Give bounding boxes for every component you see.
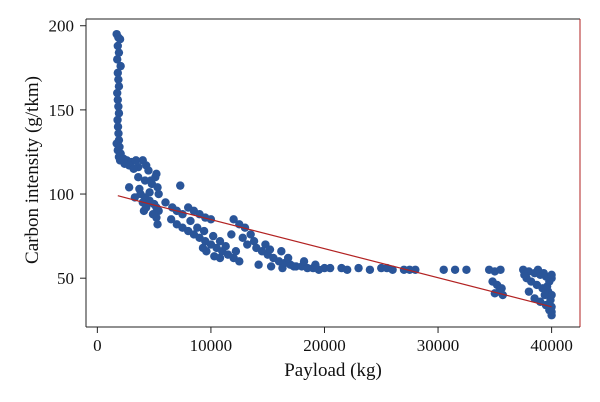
trend-line — [117, 195, 552, 308]
data-points — [112, 29, 556, 320]
data-point — [115, 34, 125, 44]
data-point — [235, 257, 244, 266]
y-tick-label: 200 — [49, 17, 75, 36]
data-point — [186, 216, 195, 226]
y-tick-label: 50 — [57, 269, 74, 288]
data-point — [131, 156, 141, 165]
data-point — [161, 198, 170, 207]
data-point — [342, 265, 352, 274]
data-point — [496, 265, 505, 274]
data-point — [208, 231, 218, 241]
data-point — [113, 115, 122, 125]
data-point — [115, 156, 125, 165]
data-point — [231, 247, 241, 256]
data-point — [113, 55, 122, 64]
data-point — [354, 263, 363, 273]
plot-area — [85, 18, 581, 328]
data-point — [141, 203, 151, 212]
data-point — [113, 41, 122, 51]
data-point — [113, 68, 122, 78]
data-point — [299, 257, 309, 266]
data-point — [249, 236, 259, 246]
data-point — [547, 311, 556, 320]
x-tick-label: 10000 — [190, 336, 233, 355]
y-tick-label: 100 — [49, 185, 75, 204]
data-point — [289, 262, 299, 271]
data-point — [144, 166, 153, 175]
x-tick-label: 30000 — [417, 336, 460, 355]
data-point — [176, 181, 185, 190]
data-point — [199, 226, 209, 236]
data-point — [238, 233, 247, 242]
x-tick-label: 20000 — [303, 336, 346, 355]
data-point — [540, 290, 549, 300]
data-point — [546, 295, 555, 305]
data-point — [311, 260, 320, 269]
data-point — [135, 184, 144, 194]
data-point — [215, 253, 225, 263]
data-point — [266, 262, 276, 271]
data-point — [229, 215, 238, 224]
data-point — [113, 88, 122, 98]
data-point — [124, 183, 134, 192]
data-point — [278, 263, 287, 273]
data-point — [462, 265, 471, 274]
data-point — [246, 230, 255, 239]
data-point — [134, 173, 143, 182]
data-point — [283, 253, 293, 263]
data-point — [439, 265, 448, 274]
data-point — [365, 265, 375, 274]
data-point — [243, 240, 252, 249]
data-point — [254, 260, 263, 269]
data-point — [148, 210, 158, 219]
data-point — [545, 277, 554, 286]
x-tick-label: 0 — [93, 336, 102, 355]
data-point — [547, 270, 556, 280]
data-point — [114, 102, 123, 111]
data-point — [193, 223, 202, 232]
data-point — [113, 95, 122, 104]
y-tick-label: 150 — [49, 101, 75, 120]
data-point — [114, 109, 124, 118]
data-point — [265, 245, 275, 254]
data-point — [215, 236, 225, 246]
y-axis-ticks: 50 100 150 200 — [49, 17, 86, 288]
data-point — [114, 48, 124, 57]
data-point — [277, 247, 286, 256]
data-point — [198, 243, 208, 253]
data-point — [227, 230, 236, 239]
data-point — [388, 265, 397, 274]
data-point — [450, 265, 460, 274]
data-point — [129, 164, 138, 173]
data-point — [524, 287, 534, 296]
data-point — [151, 173, 160, 182]
data-point — [166, 215, 176, 224]
data-point — [145, 188, 154, 197]
data-point — [153, 183, 162, 192]
data-point — [114, 75, 123, 84]
data-point — [325, 263, 335, 273]
data-point — [154, 189, 163, 199]
x-axis-ticks: 0 10000 20000 30000 40000 — [93, 327, 573, 355]
data-point — [114, 82, 124, 91]
data-point — [498, 290, 507, 300]
x-axis-label: Payload (kg) — [284, 360, 382, 381]
data-point — [221, 242, 230, 251]
x-tick-label: 40000 — [530, 336, 573, 355]
data-point — [539, 268, 548, 278]
data-point — [113, 122, 123, 131]
data-point — [114, 129, 123, 138]
y-axis-label: Carbon intensity (g/tkm) — [22, 76, 43, 264]
data-point — [153, 220, 162, 229]
data-point — [116, 61, 125, 71]
data-point — [520, 270, 529, 280]
